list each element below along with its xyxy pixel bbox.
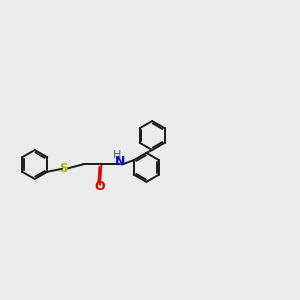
Text: N: N [115, 155, 125, 168]
Text: O: O [95, 181, 105, 194]
Text: H: H [112, 150, 121, 160]
Text: S: S [59, 162, 68, 175]
